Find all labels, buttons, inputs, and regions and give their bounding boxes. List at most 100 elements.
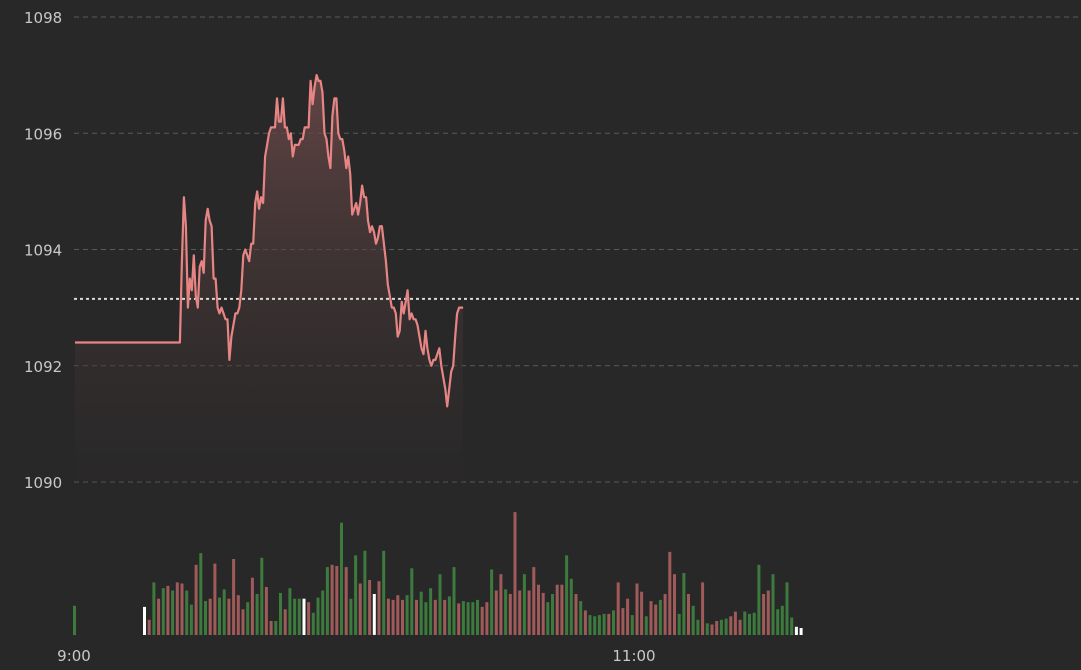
volume-bar xyxy=(785,582,789,635)
y-tick-label: 1096 xyxy=(24,125,62,143)
volume-bar xyxy=(232,559,236,635)
volume-bar xyxy=(565,555,569,635)
volume-bar xyxy=(302,598,306,635)
volume-bar xyxy=(494,590,498,635)
volume-bar xyxy=(663,594,667,635)
volume-bar xyxy=(743,611,747,635)
volume-bar xyxy=(461,601,465,635)
volume-bar xyxy=(386,598,390,635)
volume-bar xyxy=(457,603,461,635)
volume-bar xyxy=(377,581,381,635)
volume-bar xyxy=(597,615,601,635)
volume-bar xyxy=(293,598,297,635)
volume-bar xyxy=(410,568,414,635)
volume-bar xyxy=(762,594,766,635)
volume-bar xyxy=(499,574,503,635)
volume-bar xyxy=(222,589,226,635)
volume-bar xyxy=(780,605,784,636)
volume-bar xyxy=(583,610,587,635)
volume-bar xyxy=(649,601,653,635)
volume-bar xyxy=(443,599,447,635)
volume-bar xyxy=(147,619,151,635)
volume-bar xyxy=(429,588,433,635)
volume-bar xyxy=(546,602,550,635)
volume-bar xyxy=(415,599,418,635)
volume-bar xyxy=(532,567,536,635)
volume-bar xyxy=(588,615,592,635)
volume-bar xyxy=(208,598,212,635)
volume-bar xyxy=(701,582,705,635)
y-tick-label: 1090 xyxy=(24,474,62,492)
volume-bar xyxy=(311,612,315,635)
volume-bar xyxy=(602,613,606,635)
volume-bar xyxy=(471,602,475,635)
volume-bar xyxy=(621,608,625,635)
volume-bar xyxy=(658,599,662,635)
volume-bar xyxy=(710,624,714,635)
volume-bar xyxy=(522,574,526,635)
volume-bar xyxy=(166,585,170,635)
volume-bar xyxy=(719,619,723,635)
volume-bar xyxy=(715,621,719,635)
volume-bar xyxy=(757,564,761,635)
volume-bar xyxy=(260,557,264,635)
volume-bar xyxy=(382,550,386,635)
volume-bar xyxy=(560,584,564,635)
volume-bar xyxy=(246,602,250,635)
volume-bar xyxy=(677,613,681,635)
volume-bar xyxy=(307,602,311,635)
volume-bar xyxy=(185,590,189,635)
volume-bar xyxy=(175,582,179,635)
volume-bar xyxy=(518,590,522,635)
volume-bar xyxy=(161,588,165,635)
volume-bar xyxy=(330,564,334,635)
volume-bar xyxy=(729,616,733,635)
volume-bar xyxy=(438,574,442,635)
volume-bar xyxy=(283,609,287,635)
volume-bar xyxy=(344,567,348,635)
volume-bar xyxy=(358,583,362,635)
volume-bar xyxy=(321,590,325,635)
volume-bar xyxy=(480,606,484,635)
volume-bar xyxy=(569,578,573,635)
volume-bar xyxy=(73,605,76,636)
volume-bar xyxy=(213,563,217,635)
price-line xyxy=(75,74,464,408)
volume-bar xyxy=(255,594,259,635)
volume-bar xyxy=(194,564,198,635)
volume-bar xyxy=(733,611,737,635)
volume-bar xyxy=(264,587,268,635)
volume-bar xyxy=(325,567,329,635)
volume-bar xyxy=(790,617,794,636)
volume-bar xyxy=(579,601,583,635)
volume-bar xyxy=(269,621,273,635)
volume-bar xyxy=(668,551,672,635)
volume-bar xyxy=(199,553,203,635)
volume-bars xyxy=(73,512,803,636)
volume-bar xyxy=(171,590,175,635)
volume-bar xyxy=(682,573,686,635)
volume-bar xyxy=(349,598,353,635)
volume-bar xyxy=(752,612,756,635)
volume-bar xyxy=(316,597,320,635)
volume-bar xyxy=(424,602,428,635)
y-tick-label: 1092 xyxy=(24,358,62,376)
volume-bar xyxy=(537,584,540,635)
volume-bar xyxy=(616,582,620,635)
volume-bar xyxy=(508,594,512,635)
volume-bar xyxy=(607,613,611,635)
volume-bar xyxy=(766,590,770,635)
volume-bar xyxy=(288,588,292,635)
volume-bar xyxy=(433,599,437,635)
volume-bar xyxy=(513,512,517,635)
volume-bar xyxy=(748,613,751,635)
x-tick-label: 9:00 xyxy=(57,647,91,665)
volume-bar xyxy=(794,626,798,635)
volume-bar xyxy=(644,616,648,635)
volume-bar xyxy=(452,567,456,635)
volume-bar xyxy=(419,591,423,635)
volume-bar xyxy=(405,595,409,635)
volume-bar xyxy=(635,583,639,635)
volume-bar xyxy=(152,582,156,635)
x-axis-ticks: 9:00 11:00 xyxy=(57,647,655,665)
